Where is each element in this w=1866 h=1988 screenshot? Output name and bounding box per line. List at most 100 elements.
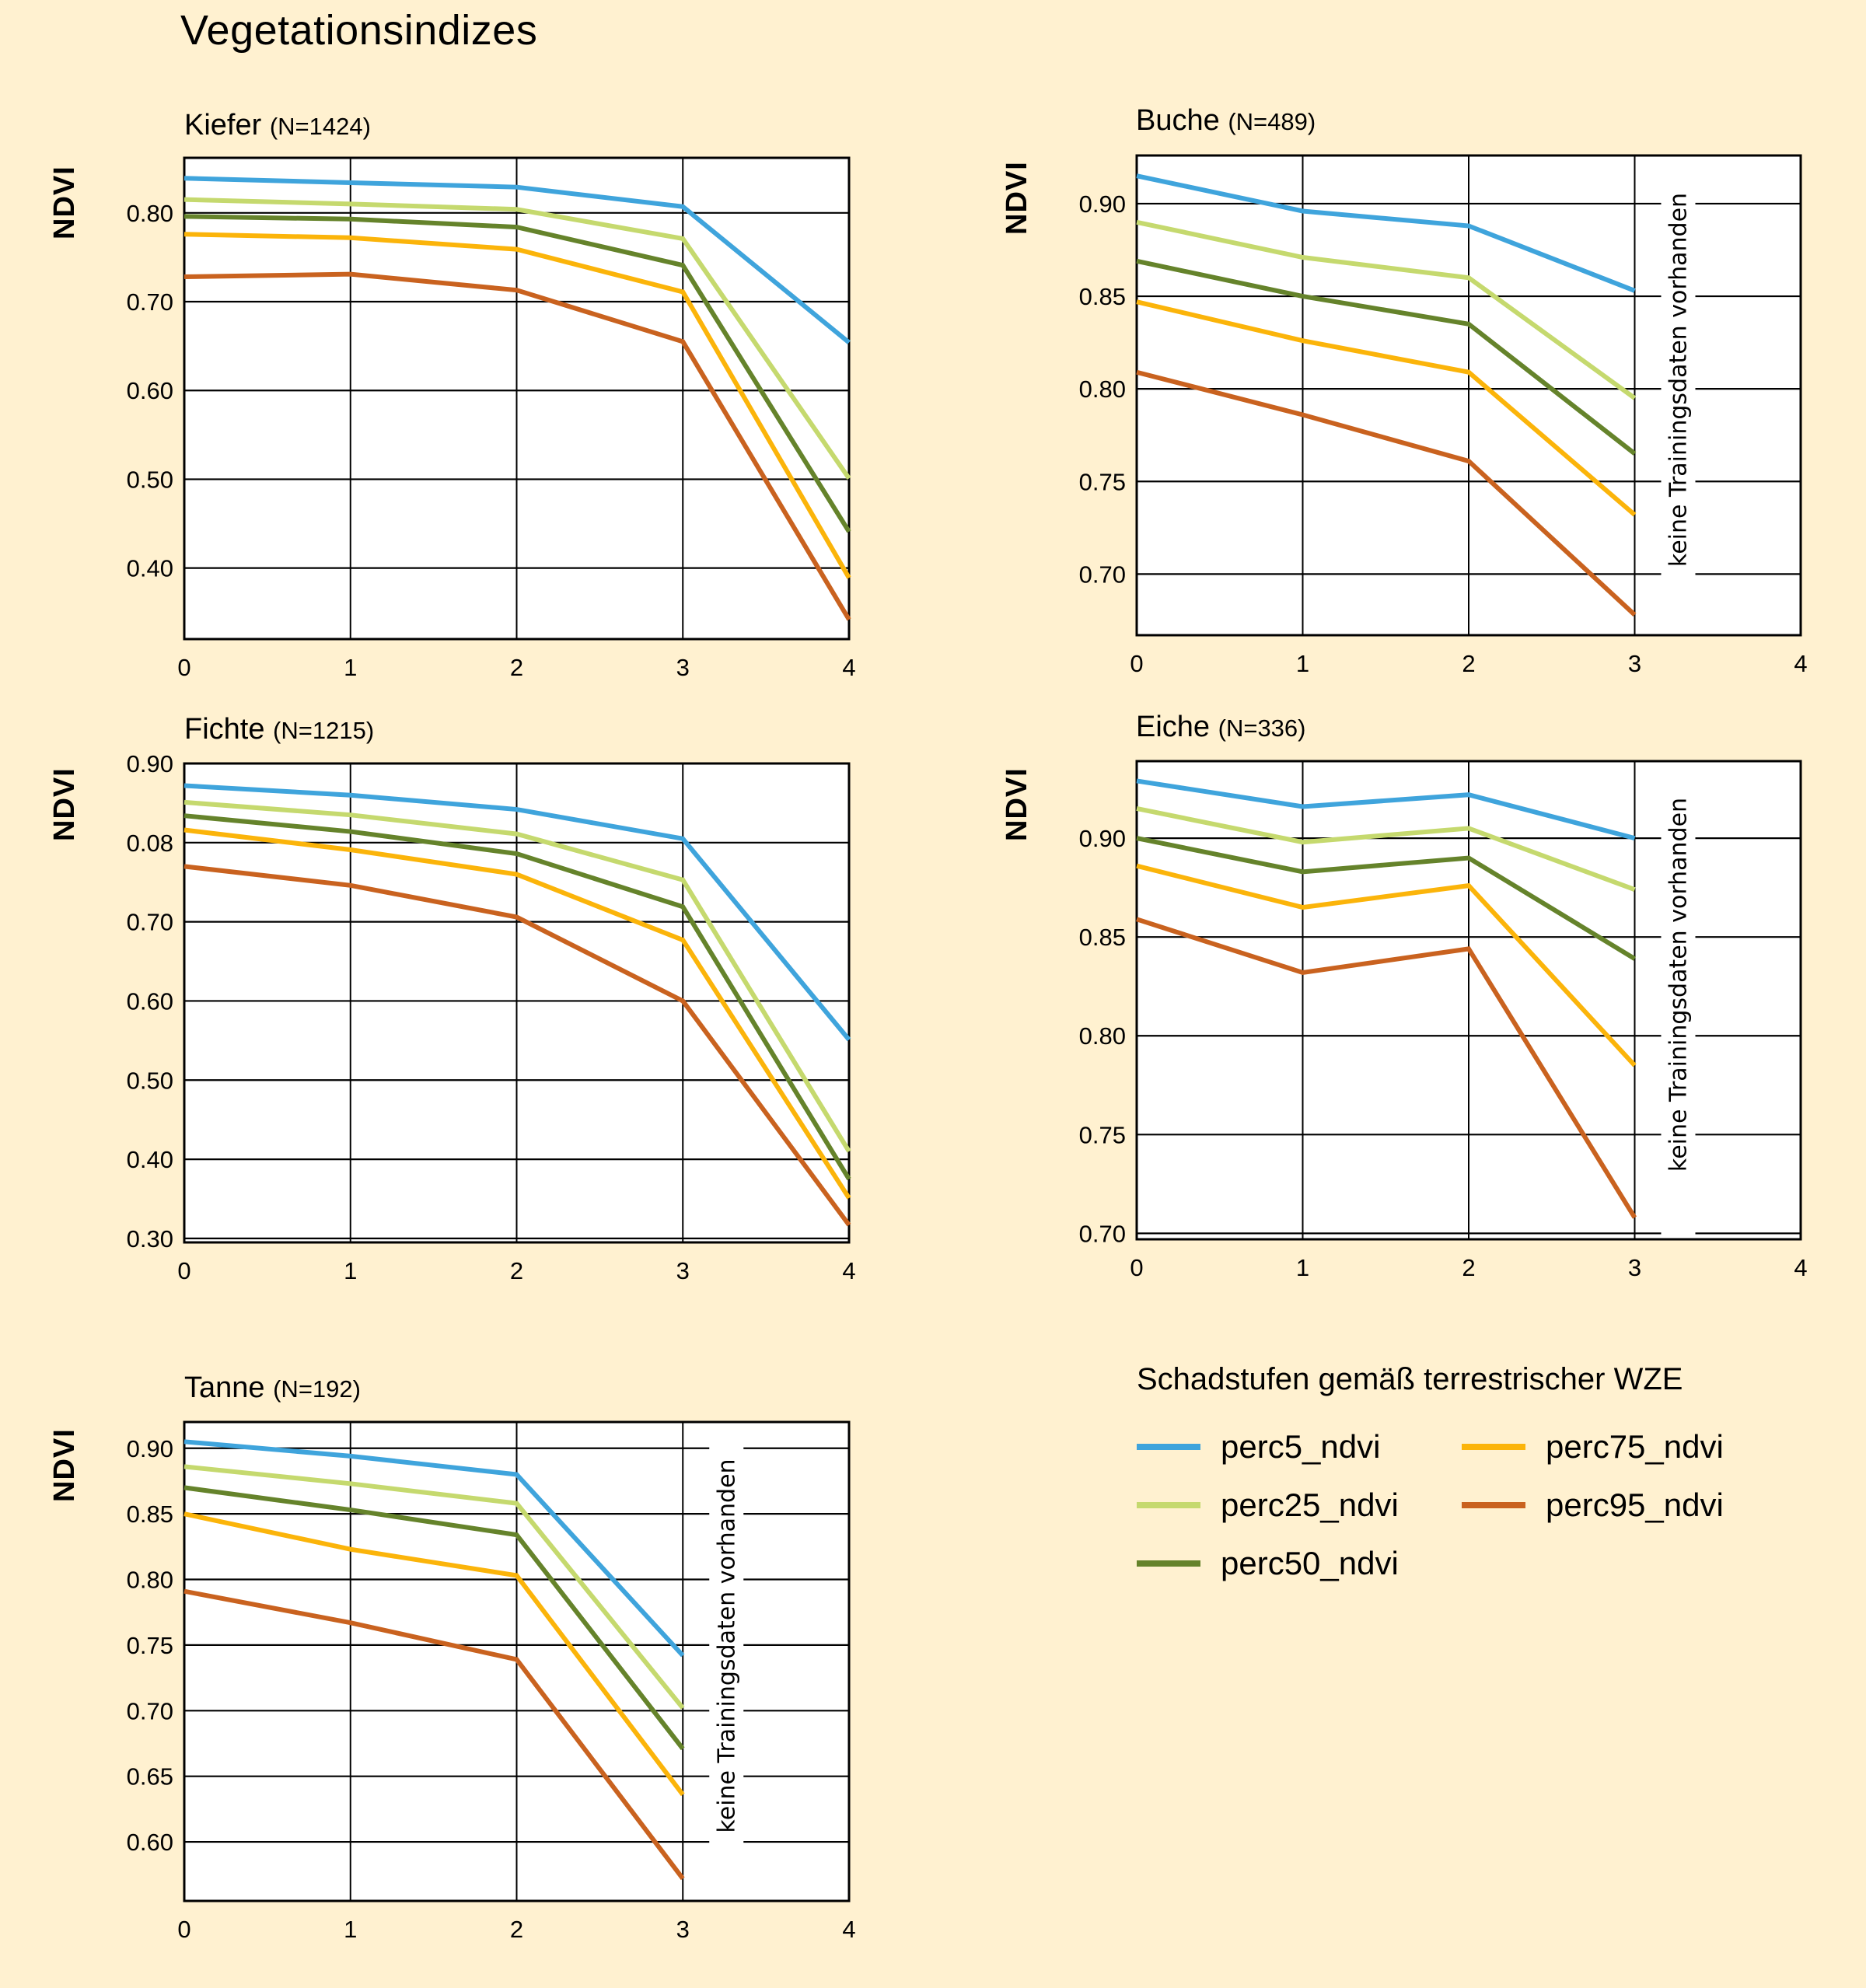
y-tick-label: 0.80	[1079, 376, 1126, 403]
plot-frame	[183, 156, 851, 641]
x-tick-label: 2	[1462, 1254, 1475, 1281]
series-line-perc95_ndvi	[183, 1588, 685, 1881]
y-tick-label: 0.08	[127, 830, 173, 857]
plot-frame	[183, 762, 851, 1244]
y-tick-label: 0.75	[1079, 468, 1126, 495]
series-line-perc50_ndvi	[183, 813, 851, 1181]
chart-title: Fichte (N=1215)	[184, 713, 374, 746]
plot-frame	[1135, 760, 1802, 1241]
legend-item-perc75: perc75_ndvi	[1462, 1428, 1724, 1466]
x-tick-label: 1	[344, 1916, 357, 1943]
x-tick-label: 0	[177, 1916, 190, 1943]
series-line-perc50_ndvi	[183, 214, 851, 533]
series-line-perc75_ndvi	[183, 827, 851, 1200]
series-line-perc25_ndvi	[183, 197, 851, 480]
series-line-perc95_ndvi	[1136, 917, 1637, 1219]
x-tick-label: 1	[344, 654, 357, 681]
sample-size: (N=489)	[1228, 108, 1316, 135]
x-tick-label: 2	[510, 1257, 523, 1284]
no-data-note: keine Trainingsdaten vorhanden	[713, 1459, 740, 1833]
legend-swatch	[1137, 1502, 1200, 1508]
chart-title: Kiefer (N=1424)	[184, 109, 371, 142]
plot-frame	[183, 1420, 851, 1902]
legend-item-perc5: perc5_ndvi	[1137, 1428, 1380, 1466]
series-line-perc5_ndvi	[183, 783, 851, 1042]
legend-swatch	[1137, 1560, 1200, 1567]
plot-frame	[1135, 154, 1802, 637]
x-tick-label: 3	[1628, 1254, 1641, 1281]
x-tick-label: 3	[1628, 650, 1641, 677]
species-name: Eiche	[1136, 711, 1211, 743]
legend-label: perc25_ndvi	[1221, 1487, 1399, 1523]
x-tick-label: 4	[842, 654, 855, 681]
legend-label: perc50_ndvi	[1221, 1545, 1399, 1581]
series-line-perc5_ndvi	[1136, 173, 1636, 293]
chart-title: Tanne (N=192)	[184, 1371, 361, 1405]
series-line-perc5_ndvi	[183, 176, 851, 344]
y-tick-label: 0.75	[1079, 1121, 1126, 1148]
y-tick-label: 0.90	[1079, 190, 1126, 218]
series-line-perc75_ndvi	[183, 1511, 685, 1797]
sample-size: (N=1215)	[273, 717, 375, 744]
sample-size: (N=1424)	[269, 113, 371, 140]
y-tick-label: 0.90	[1079, 825, 1126, 852]
series-line-perc5_ndvi	[183, 1439, 685, 1658]
x-tick-label: 4	[1794, 650, 1807, 677]
chart-title: Buche (N=489)	[1136, 104, 1316, 138]
legend: Schadstufen gemäß terrestrischer WZE per…	[1137, 1362, 1724, 1581]
legend-item-perc25: perc25_ndvi	[1137, 1487, 1399, 1524]
page-title: Vegetationsindizes	[180, 7, 538, 54]
legend-swatch	[1462, 1444, 1525, 1450]
y-tick-label: 0.60	[127, 1829, 173, 1856]
y-tick-label: 0.60	[127, 377, 173, 404]
legend-title: Schadstufen gemäß terrestrischer WZE	[1137, 1362, 1683, 1396]
legend-label: perc95_ndvi	[1546, 1487, 1724, 1523]
y-tick-label: 0.80	[127, 200, 173, 227]
species-name: Kiefer	[184, 109, 262, 142]
y-tick-label: 0.30	[127, 1225, 173, 1253]
series-line-perc50_ndvi	[1136, 836, 1637, 961]
x-tick-label: 0	[1130, 1254, 1143, 1281]
y-tick-label: 0.60	[127, 987, 173, 1015]
y-tick-label: 0.70	[1079, 1220, 1126, 1247]
x-tick-label: 1	[344, 1257, 357, 1284]
x-tick-label: 2	[510, 654, 523, 681]
x-tick-label: 0	[177, 654, 190, 681]
x-tick-label: 2	[1462, 650, 1475, 677]
species-name: Fichte	[184, 713, 265, 746]
y-tick-label: 0.90	[127, 750, 173, 777]
y-tick-label: 0.90	[127, 1435, 173, 1462]
series-line-perc5_ndvi	[1136, 778, 1636, 841]
series-line-perc25_ndvi	[183, 1464, 685, 1710]
legend-label: perc75_ndvi	[1546, 1428, 1724, 1465]
chart-title: Eiche (N=336)	[1136, 711, 1305, 744]
y-tick-label: 0.70	[127, 909, 173, 936]
y-tick-label: 0.40	[127, 555, 173, 582]
series-line-perc75_ndvi	[1136, 863, 1637, 1067]
x-tick-label: 3	[676, 654, 690, 681]
y-tick-label: 0.80	[1079, 1022, 1126, 1050]
series-line-perc75_ndvi	[183, 232, 851, 579]
x-tick-label: 0	[1130, 650, 1143, 677]
x-tick-label: 4	[842, 1916, 855, 1943]
no-data-note: keine Trainingsdaten vorhanden	[1665, 798, 1693, 1172]
x-tick-label: 0	[177, 1257, 190, 1284]
y-tick-label: 0.65	[127, 1763, 173, 1791]
x-tick-label: 1	[1296, 1254, 1309, 1281]
y-tick-label: 0.85	[1079, 283, 1126, 310]
y-tick-label: 0.70	[1079, 561, 1126, 588]
legend-item-perc95: perc95_ndvi	[1462, 1487, 1724, 1524]
legend-swatch	[1462, 1502, 1525, 1508]
series-line-perc50_ndvi	[1136, 258, 1637, 456]
species-name: Buche	[1136, 104, 1220, 137]
x-tick-label: 3	[676, 1916, 690, 1943]
legend-item-perc50: perc50_ndvi	[1137, 1545, 1399, 1582]
series-line-perc50_ndvi	[183, 1485, 685, 1751]
x-tick-label: 1	[1296, 650, 1309, 677]
legend-swatch	[1137, 1444, 1200, 1450]
series-line-perc75_ndvi	[1136, 299, 1637, 517]
